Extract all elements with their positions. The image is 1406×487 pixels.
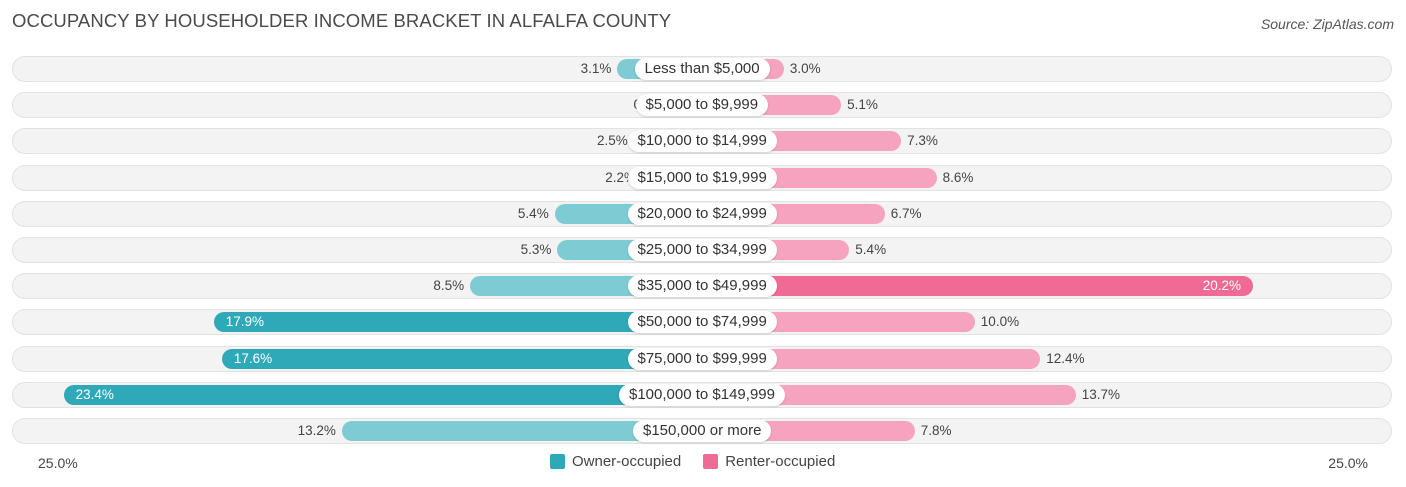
- renter-value-label: 7.3%: [907, 133, 938, 149]
- renter-value-label: 7.8%: [920, 423, 952, 438]
- category-label: $15,000 to $19,999: [627, 166, 777, 189]
- category-label: $20,000 to $24,999: [627, 202, 777, 225]
- legend-item-owner: Owner-occupied: [550, 453, 681, 470]
- legend-swatch-renter: [703, 454, 719, 469]
- renter-value-label: 10.0%: [980, 314, 1020, 330]
- renter-value-label: 3.0%: [789, 61, 821, 76]
- legend-swatch-owner: [550, 454, 565, 469]
- renter-value-label: 5.1%: [847, 97, 878, 113]
- category-label: $100,000 to $149,999: [619, 383, 785, 406]
- legend: Owner-occupied Renter-occupied: [550, 453, 835, 470]
- renter-value-label: 8.6%: [942, 169, 974, 185]
- owner-value-label: 13.2%: [297, 423, 336, 438]
- legend-label-renter: Renter-occupied: [725, 453, 836, 470]
- owner-value-label: 17.9%: [225, 314, 264, 330]
- owner-value-label: 8.5%: [433, 278, 465, 294]
- axis-left-label: 25.0%: [38, 455, 78, 471]
- category-label: Less than $5,000: [634, 58, 770, 80]
- owner-value-label: 2.5%: [597, 133, 628, 149]
- owner-value-label: 5.3%: [520, 242, 552, 257]
- renter-value-label: 6.7%: [890, 205, 922, 221]
- renter-value-label: 13.7%: [1081, 386, 1121, 402]
- axis-right-label: 25.0%: [1328, 455, 1368, 471]
- category-label: $75,000 to $99,999: [627, 347, 777, 370]
- source-label: Source: ZipAtlas.com: [1260, 16, 1394, 32]
- owner-value-label: 23.4%: [75, 386, 114, 402]
- category-label: $35,000 to $49,999: [627, 275, 777, 298]
- renter-value-label: 12.4%: [1046, 350, 1085, 366]
- legend-item-renter: Renter-occupied: [703, 453, 835, 470]
- owner-value-label: 17.6%: [233, 350, 273, 366]
- owner-bar: [341, 421, 702, 441]
- category-label: $25,000 to $34,999: [627, 239, 777, 261]
- chart-title: OCCUPANCY BY HOUSEHOLDER INCOME BRACKET …: [12, 10, 672, 31]
- category-label: $5,000 to $9,999: [635, 94, 769, 117]
- renter-bar: [702, 276, 1254, 297]
- category-label: $50,000 to $74,999: [627, 311, 777, 334]
- renter-bar: [702, 348, 1041, 369]
- legend-label-owner: Owner-occupied: [572, 453, 682, 470]
- renter-value-label: 5.4%: [855, 242, 887, 257]
- category-label: $150,000 or more: [633, 420, 772, 442]
- owner-bar: [221, 348, 702, 369]
- owner-bar: [63, 384, 702, 405]
- category-label: $10,000 to $14,999: [627, 130, 777, 153]
- owner-value-label: 5.4%: [517, 205, 549, 221]
- renter-bar: [702, 384, 1076, 405]
- renter-value-label: 20.2%: [1202, 278, 1242, 294]
- owner-value-label: 3.1%: [580, 61, 612, 76]
- owner-bar: [213, 312, 702, 333]
